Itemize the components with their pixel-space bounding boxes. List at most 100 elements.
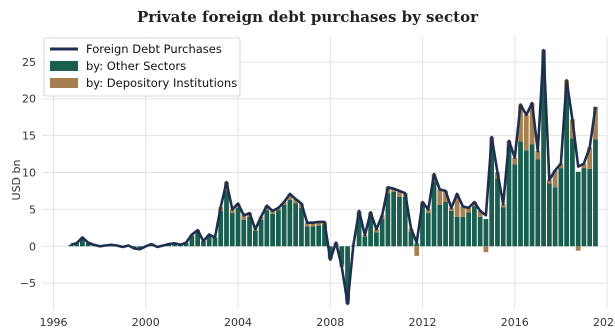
y-tick-label: 10 <box>22 167 36 180</box>
bar-other-sectors <box>74 243 79 247</box>
bar-other-sectors <box>448 210 454 247</box>
bar-depository <box>535 151 541 160</box>
bar-other-sectors <box>397 196 402 247</box>
bar-depository <box>593 106 598 140</box>
bar-other-sectors <box>402 196 408 247</box>
x-tick-label: 2012 <box>409 316 437 329</box>
bar-other-sectors <box>529 144 535 247</box>
bar-other-sectors <box>541 73 546 247</box>
bar-other-sectors <box>391 191 397 247</box>
bar-other-sectors <box>339 246 345 265</box>
series-line-foreign-debt <box>70 48 597 306</box>
bar-other-sectors <box>264 210 270 247</box>
bar-depository <box>512 157 518 165</box>
chart-title: Private foreign debt purchases by sector <box>137 8 478 26</box>
bar-depository <box>546 179 552 184</box>
bar-depository <box>304 222 310 227</box>
bar-depository <box>229 209 235 214</box>
bar-depository <box>529 103 535 145</box>
bar-depository <box>552 170 558 188</box>
bar-other-sectors <box>345 246 350 301</box>
y-tick-label: −5 <box>20 277 36 290</box>
bar-depository <box>287 193 293 200</box>
bar-other-sectors <box>356 214 362 247</box>
legend-swatch-other <box>50 61 78 71</box>
x-tick-label: 2004 <box>224 316 252 329</box>
bar-other-sectors <box>558 168 564 247</box>
bar-other-sectors <box>472 206 477 247</box>
bar-depository <box>575 246 581 251</box>
bar-other-sectors <box>189 235 195 247</box>
bar-other-sectors <box>304 226 310 247</box>
bar-other-sectors <box>172 243 177 247</box>
bar-other-sectors <box>362 236 368 247</box>
bar-other-sectors <box>206 235 212 247</box>
bar-depository <box>460 206 466 217</box>
bar-other-sectors <box>546 183 552 247</box>
legend-label-depository: by: Depository Institutions <box>86 76 237 90</box>
x-tick-label: 2020 <box>593 316 615 329</box>
bar-depository <box>581 163 587 169</box>
bar-other-sectors <box>466 212 472 247</box>
bar-other-sectors <box>79 238 85 247</box>
bar-depository <box>391 188 397 192</box>
bar-other-sectors <box>443 202 448 247</box>
bar-other-sectors <box>420 204 425 247</box>
bar-other-sectors <box>454 216 460 247</box>
bar-other-sectors <box>183 243 189 247</box>
bar-other-sectors <box>379 218 385 247</box>
bar-other-sectors <box>414 243 420 247</box>
bar-other-sectors <box>581 168 587 247</box>
bar-other-sectors <box>385 193 391 247</box>
bar-other-sectors <box>535 159 541 247</box>
bar-other-sectors <box>460 216 466 247</box>
bar-depository <box>500 204 506 208</box>
bar-other-sectors <box>293 203 299 247</box>
line-group <box>70 48 597 306</box>
bar-other-sectors <box>523 150 529 247</box>
y-tick-label: 25 <box>22 56 36 69</box>
x-tick-label: 2008 <box>316 316 344 329</box>
legend-box <box>43 37 241 97</box>
bar-depository <box>477 210 483 217</box>
bar-other-sectors <box>201 241 206 247</box>
bar-other-sectors <box>477 216 483 247</box>
bar-other-sectors <box>247 216 252 247</box>
bar-other-sectors <box>570 138 575 247</box>
bar-other-sectors <box>68 244 74 247</box>
bar-other-sectors <box>552 187 558 247</box>
bar-depository <box>310 222 316 227</box>
bar-other-sectors <box>281 204 287 247</box>
bar-other-sectors <box>229 213 235 247</box>
bar-depository <box>448 207 454 211</box>
bar-other-sectors <box>425 213 431 247</box>
bar-other-sectors <box>258 219 264 247</box>
bar-other-sectors <box>241 219 247 247</box>
bar-other-sectors <box>235 207 241 247</box>
bar-depository <box>558 163 564 169</box>
bar-depository <box>518 104 523 142</box>
bar-other-sectors <box>322 224 327 247</box>
bar-depository <box>466 207 472 213</box>
y-tick-label: 5 <box>29 203 36 216</box>
bar-other-sectors <box>495 178 500 247</box>
bars-group <box>68 50 598 304</box>
bar-other-sectors <box>316 225 322 247</box>
bar-depository <box>425 209 431 214</box>
legend-label-other-sectors: by: Other Sectors <box>86 59 186 73</box>
bar-other-sectors <box>195 231 201 247</box>
x-tick-label: 2016 <box>501 316 529 329</box>
bar-other-sectors <box>506 146 512 247</box>
x-tick-label: 1996 <box>40 316 68 329</box>
x-axis-ticks: 1996 2000 2004 2008 2012 2016 2020 <box>40 316 615 329</box>
bar-depository <box>587 147 593 169</box>
y-tick-label: 15 <box>22 130 36 143</box>
bar-other-sectors <box>518 141 523 247</box>
bar-other-sectors <box>299 207 304 247</box>
bar-depository <box>293 199 299 204</box>
bar-other-sectors <box>500 207 506 247</box>
x-tick-label: 2000 <box>132 316 160 329</box>
bar-other-sectors <box>85 243 91 247</box>
bar-other-sectors <box>368 216 374 247</box>
bar-other-sectors <box>252 230 258 247</box>
